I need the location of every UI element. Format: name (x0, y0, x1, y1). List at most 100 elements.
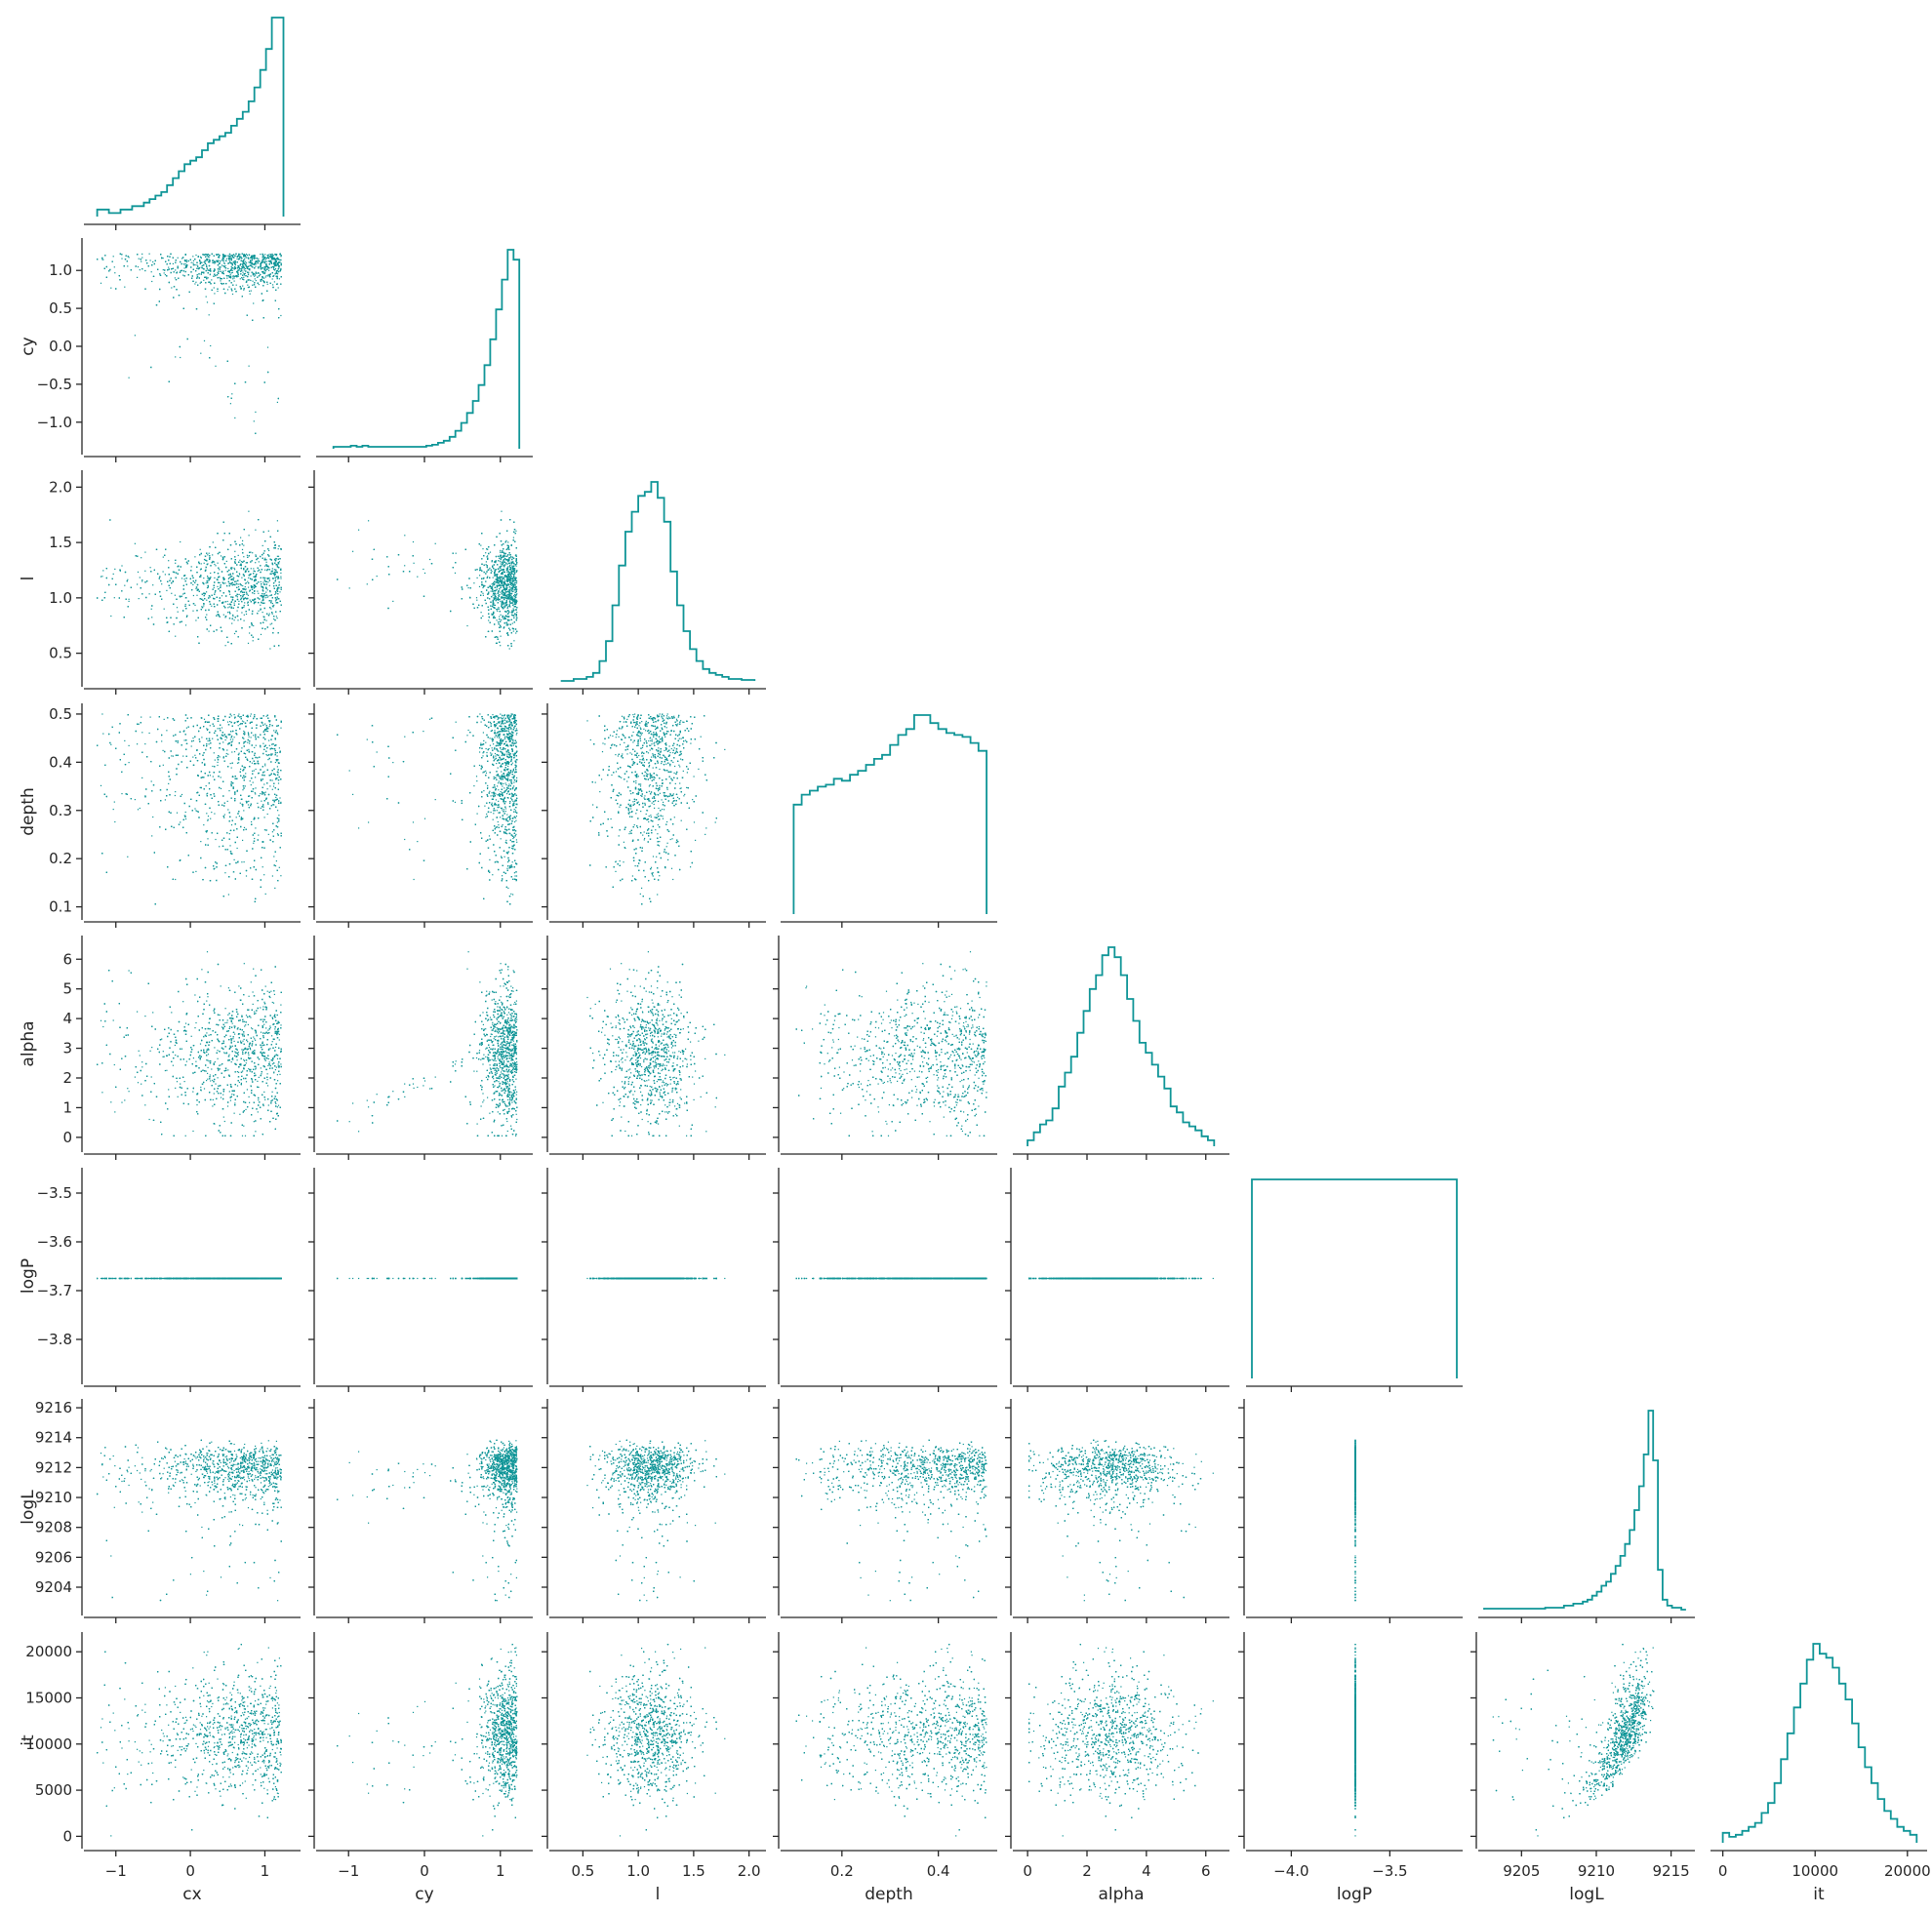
scatter-point (250, 265, 251, 266)
scatter-point (104, 268, 105, 269)
scatter-point (112, 261, 113, 262)
scatter-point (195, 282, 196, 283)
scatter-point (256, 273, 257, 274)
scatter-point (231, 272, 232, 273)
scatter-point (149, 254, 150, 255)
scatter-point (157, 269, 158, 270)
scatter-point (249, 366, 250, 367)
scatter-point (248, 274, 249, 275)
scatter-point (259, 284, 260, 285)
scatter-point (121, 254, 122, 255)
scatter-point (234, 260, 235, 261)
scatter-point (203, 280, 204, 281)
scatter-point (178, 266, 179, 267)
scatter-point (243, 277, 244, 278)
scatter-point (260, 254, 261, 255)
scatter-point (163, 258, 164, 259)
scatter-point (260, 274, 261, 275)
scatter-point (175, 277, 176, 278)
scatter-point (225, 260, 226, 261)
scatter-point (163, 269, 164, 270)
scatter-point (260, 266, 261, 267)
scatter-point (175, 356, 176, 357)
scatter-point (272, 276, 273, 277)
scatter-point (262, 259, 263, 260)
scatter-point (281, 276, 282, 277)
scatter-point (275, 300, 276, 301)
scatter-point (217, 274, 218, 275)
scatter-point (228, 262, 229, 263)
scatter-point (272, 255, 273, 256)
scatter-point (233, 275, 234, 276)
scatter-point (225, 267, 226, 268)
scatter-point (214, 287, 215, 288)
scatter-point (199, 277, 200, 278)
scatter-point (256, 272, 257, 273)
scatter-point (208, 256, 209, 257)
scatter-point (178, 278, 179, 279)
scatter-point (264, 381, 265, 382)
scatter-point (236, 285, 237, 286)
scatter-point (232, 294, 233, 295)
scatter-point (265, 276, 266, 277)
scatter-point (179, 295, 180, 296)
scatter-point (213, 262, 214, 263)
scatter-point (218, 268, 219, 269)
scatter-point (269, 263, 270, 264)
scatter-point (240, 263, 241, 264)
scatter-point (269, 260, 270, 261)
scatter-point (277, 264, 278, 265)
scatter-point (183, 308, 184, 309)
scatter-point (270, 273, 271, 274)
scatter-point (222, 271, 223, 272)
scatter-point (280, 268, 281, 269)
scatter-point (214, 262, 215, 263)
scatter-point (209, 270, 210, 271)
scatter-point (265, 259, 266, 260)
scatter-point (238, 276, 239, 277)
scatter-point (200, 283, 201, 284)
scatter-point (239, 257, 240, 258)
scatter-point (212, 254, 213, 255)
scatter-point (229, 260, 230, 261)
scatter-point (278, 398, 279, 399)
scatter-point (227, 256, 228, 257)
scatter-point (220, 268, 221, 269)
scatter-point (180, 346, 181, 347)
scatter-point (250, 259, 251, 260)
scatter-point (275, 261, 276, 262)
scatter-point (229, 280, 230, 281)
scatter-point (224, 266, 225, 267)
scatter-point (246, 254, 247, 255)
scatter-point (210, 283, 211, 284)
scatter-point (208, 270, 209, 271)
scatter-point (250, 294, 251, 295)
scatter-point (237, 257, 238, 258)
scatter-point (252, 259, 253, 260)
scatter-point (280, 284, 281, 285)
scatter-point (192, 281, 193, 282)
scatter-point (262, 267, 263, 268)
scatter-point (181, 263, 182, 264)
scatter-point (244, 274, 245, 275)
scatter-point (234, 256, 235, 257)
scatter-point (218, 254, 219, 255)
scatter-point (221, 278, 222, 279)
scatter-point (204, 255, 205, 256)
scatter-point (203, 264, 204, 265)
scatter-point (227, 361, 228, 362)
scatter-point (271, 267, 272, 268)
scatter-point (268, 258, 269, 259)
scatter-point (222, 256, 223, 257)
scatter-point (280, 270, 281, 271)
scatter-point (265, 263, 266, 264)
scatter-point (234, 268, 235, 269)
scatter-point (204, 261, 205, 262)
scatter-point (210, 345, 211, 346)
scatter-point (204, 277, 205, 278)
scatter-point (167, 263, 168, 264)
scatter-point (275, 268, 276, 269)
scatter-point (267, 257, 268, 258)
scatter-point (220, 278, 221, 279)
